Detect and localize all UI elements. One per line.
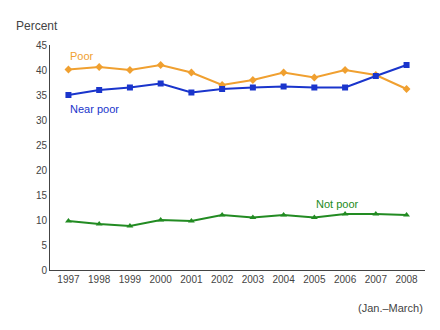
svg-text:Percent: Percent (16, 19, 58, 33)
svg-text:5: 5 (41, 240, 47, 251)
svg-text:20: 20 (36, 165, 48, 176)
svg-text:2008: 2008 (395, 274, 418, 285)
svg-text:45: 45 (36, 40, 48, 51)
svg-text:10: 10 (36, 215, 48, 226)
svg-text:Not poor: Not poor (316, 198, 359, 210)
svg-text:2000: 2000 (150, 274, 173, 285)
svg-text:40: 40 (36, 65, 48, 76)
svg-text:2001: 2001 (180, 274, 203, 285)
svg-text:1997: 1997 (57, 274, 80, 285)
svg-text:35: 35 (36, 90, 48, 101)
svg-text:1999: 1999 (119, 274, 142, 285)
svg-text:(Jan.–March): (Jan.–March) (358, 302, 423, 314)
svg-text:2007: 2007 (365, 274, 388, 285)
svg-text:2004: 2004 (272, 274, 295, 285)
svg-text:2003: 2003 (242, 274, 265, 285)
svg-text:30: 30 (36, 115, 48, 126)
svg-text:25: 25 (36, 140, 48, 151)
svg-text:Poor: Poor (70, 50, 94, 62)
svg-text:1998: 1998 (88, 274, 111, 285)
svg-text:2006: 2006 (334, 274, 357, 285)
svg-text:15: 15 (36, 190, 48, 201)
svg-text:2005: 2005 (303, 274, 326, 285)
svg-text:Near poor: Near poor (70, 103, 119, 115)
svg-text:0: 0 (41, 265, 47, 276)
svg-text:2002: 2002 (211, 274, 234, 285)
